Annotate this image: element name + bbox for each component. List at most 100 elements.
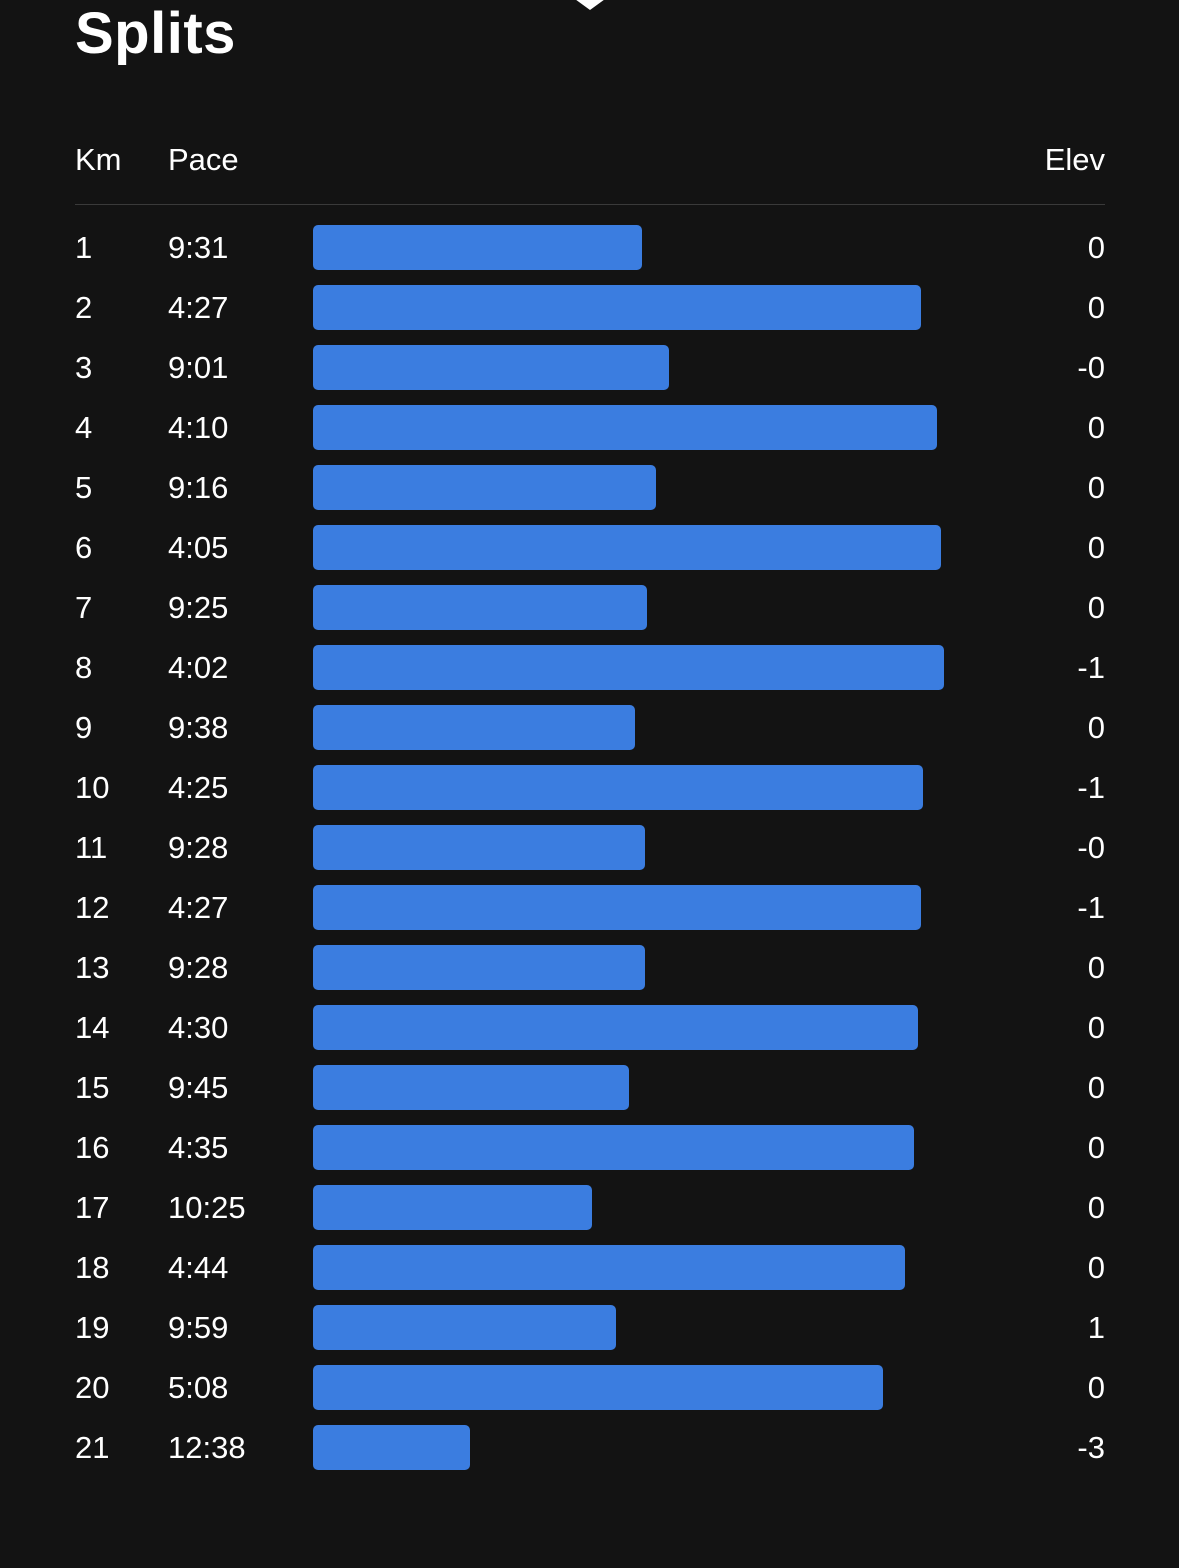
table-row: 1 9:31 0	[75, 218, 1105, 278]
column-header-elev: Elev	[1044, 141, 1105, 177]
pace-cell: 4:05	[168, 529, 229, 565]
table-row: 7 9:25 0	[75, 578, 1105, 638]
pace-bar-track	[313, 225, 995, 271]
elev-cell: 1	[1087, 1309, 1105, 1345]
pace-bar-track	[313, 1125, 995, 1171]
table-row: 21 12:38 -3	[75, 1418, 1105, 1478]
pace-bar-track	[313, 345, 995, 391]
pace-bar-track	[313, 405, 995, 451]
km-cell: 11	[75, 829, 108, 865]
km-cell: 7	[75, 589, 93, 625]
pace-bar	[313, 1425, 470, 1471]
pace-cell: 9:59	[168, 1309, 229, 1345]
elev-cell: -3	[1077, 1429, 1105, 1465]
pace-cell: 9:01	[168, 349, 229, 385]
elev-cell: 0	[1087, 1369, 1105, 1405]
elev-cell: -0	[1077, 349, 1105, 385]
km-cell: 3	[75, 349, 93, 385]
table-row: 8 4:02 -1	[75, 638, 1105, 698]
km-cell: 16	[75, 1129, 110, 1165]
elev-cell: -1	[1077, 889, 1105, 925]
pace-bar-track	[313, 1005, 995, 1051]
pace-cell: 4:44	[168, 1249, 229, 1285]
pace-bar-track	[313, 1425, 995, 1471]
pace-bar	[313, 825, 645, 871]
pace-bar-track	[313, 1185, 995, 1231]
table-row: 3 9:01 -0	[75, 338, 1105, 398]
pace-bar	[313, 1125, 914, 1171]
elev-cell: 0	[1087, 1249, 1105, 1285]
table-row: 11 9:28 -0	[75, 818, 1105, 878]
elev-cell: 0	[1087, 709, 1105, 745]
pace-bar-track	[313, 705, 995, 751]
pace-cell: 4:10	[168, 409, 229, 445]
pace-cell: 9:45	[168, 1069, 229, 1105]
table-row: 18 4:44 0	[75, 1238, 1105, 1298]
km-cell: 6	[75, 529, 93, 565]
elev-cell: 0	[1087, 589, 1105, 625]
table-row: 14 4:30 0	[75, 998, 1105, 1058]
pace-bar	[313, 1005, 918, 1051]
pace-cell: 9:38	[168, 709, 229, 745]
km-cell: 2	[75, 289, 93, 325]
elev-cell: -1	[1077, 769, 1105, 805]
table-row: 19 9:59 1	[75, 1298, 1105, 1358]
table-row: 5 9:16 0	[75, 458, 1105, 518]
km-cell: 19	[75, 1309, 110, 1345]
table-header: Km Pace Elev	[75, 142, 1105, 178]
pace-bar	[313, 885, 921, 931]
table-row: 12 4:27 -1	[75, 878, 1105, 938]
pace-cell: 9:16	[168, 469, 229, 505]
table-row: 13 9:28 0	[75, 938, 1105, 998]
km-cell: 13	[75, 949, 110, 985]
pace-bar	[313, 1065, 629, 1111]
pace-bar-track	[313, 465, 995, 511]
pace-cell: 4:27	[168, 889, 229, 925]
table-row: 16 4:35 0	[75, 1118, 1105, 1178]
column-header-km: Km	[75, 141, 122, 177]
pace-bar	[313, 1305, 616, 1351]
elev-cell: 0	[1087, 529, 1105, 565]
chevron-down-icon[interactable]	[568, 0, 612, 10]
pace-cell: 4:30	[168, 1009, 229, 1045]
pace-bar	[313, 705, 635, 751]
pace-cell: 4:35	[168, 1129, 229, 1165]
pace-cell: 4:25	[168, 769, 229, 805]
pace-bar	[313, 645, 944, 691]
pace-cell: 10:25	[168, 1189, 246, 1225]
km-cell: 8	[75, 649, 93, 685]
pace-bar-track	[313, 585, 995, 631]
table-row: 17 10:25 0	[75, 1178, 1105, 1238]
table-row: 4 4:10 0	[75, 398, 1105, 458]
pace-cell: 4:02	[168, 649, 229, 685]
pace-cell: 5:08	[168, 1369, 229, 1405]
table-row: 2 4:27 0	[75, 278, 1105, 338]
pace-bar	[313, 525, 941, 571]
km-cell: 1	[75, 229, 93, 265]
km-cell: 15	[75, 1069, 110, 1105]
pace-bar-track	[313, 945, 995, 991]
pace-bar-track	[313, 285, 995, 331]
elev-cell: 0	[1087, 1009, 1105, 1045]
header-divider	[75, 203, 1105, 205]
pace-cell: 9:28	[168, 949, 229, 985]
elev-cell: 0	[1087, 1189, 1105, 1225]
pace-bar	[313, 1365, 883, 1411]
elev-cell: 0	[1087, 229, 1105, 265]
km-cell: 20	[75, 1369, 110, 1405]
pace-bar	[313, 1185, 592, 1231]
pace-bar-track	[313, 1365, 995, 1411]
table-row: 10 4:25 -1	[75, 758, 1105, 818]
column-header-pace: Pace	[168, 141, 239, 177]
pace-cell: 9:25	[168, 589, 229, 625]
pace-bar	[313, 465, 656, 511]
pace-bar	[313, 585, 647, 631]
table-row: 9 9:38 0	[75, 698, 1105, 758]
km-cell: 17	[75, 1189, 110, 1225]
pace-bar-track	[313, 825, 995, 871]
pace-bar	[313, 405, 937, 451]
pace-bar	[313, 1245, 905, 1291]
pace-bar	[313, 765, 923, 811]
km-cell: 10	[75, 769, 110, 805]
